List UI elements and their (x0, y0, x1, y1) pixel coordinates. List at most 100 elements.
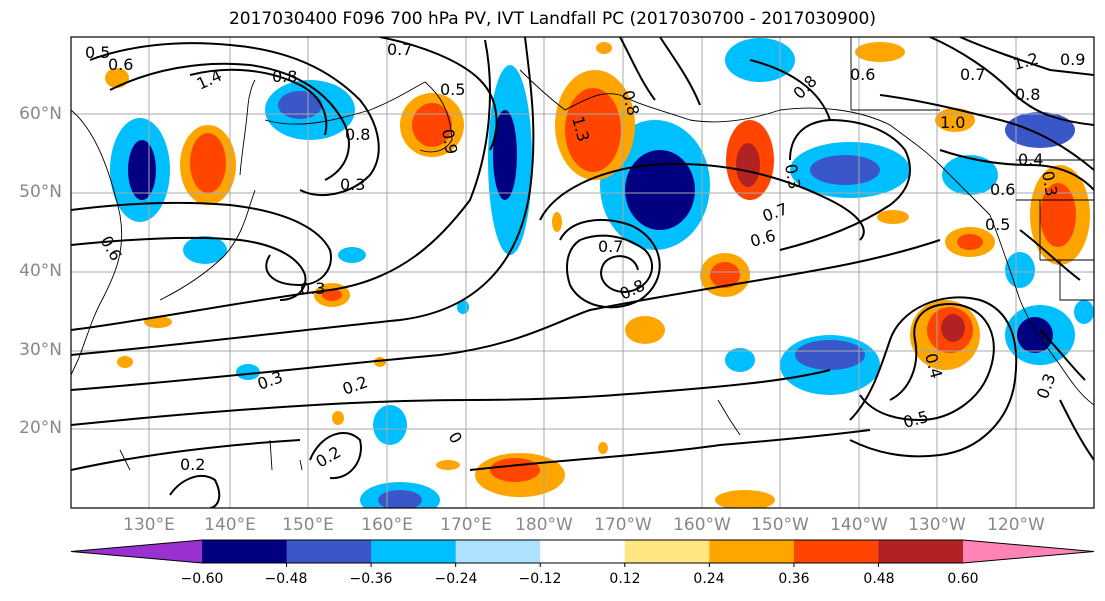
anomaly-blob (596, 42, 612, 54)
anomaly-blob (378, 490, 422, 508)
contour-label: 0.5 (440, 80, 465, 99)
colorbar-extension-high (963, 540, 1094, 563)
anomaly-blob (117, 356, 133, 368)
contour-label: 0.8 (1015, 85, 1040, 104)
anomaly-blob (565, 88, 621, 172)
anomaly-blob (877, 210, 909, 224)
anomaly-blob (490, 458, 540, 482)
anomaly-blob (736, 143, 760, 187)
colorbar-segment (286, 540, 372, 563)
anomaly-blob (725, 348, 755, 372)
anomaly-blob (278, 91, 322, 119)
anomaly-blob (1005, 112, 1075, 148)
anomaly-blob (552, 212, 562, 232)
lon-label: 160°E (361, 515, 413, 535)
contour-label: 0.6 (850, 65, 875, 84)
lon-label: 120°W (987, 515, 1045, 535)
colorbar-segment (709, 540, 795, 563)
map-title: 2017030400 F096 700 hPa PV, IVT Landfall… (228, 9, 876, 29)
lat-label: 20°N (19, 418, 62, 438)
anomaly-blob (190, 133, 226, 193)
contour-label: 0.8 (345, 125, 370, 144)
colorbar-tick-label: −0.36 (349, 571, 393, 587)
anomaly-blob (493, 110, 517, 200)
lon-label: 130°E (123, 515, 175, 535)
anomaly-blob (332, 411, 344, 425)
lat-label: 30°N (19, 340, 62, 360)
colorbar-segment (793, 540, 879, 563)
lon-label: 180°W (515, 515, 573, 535)
anomaly-blob (322, 289, 342, 301)
contour-label: 0.5 (85, 43, 110, 62)
anomaly-blob (598, 442, 608, 454)
contour-label: 0.8 (272, 67, 297, 86)
colorbar-segment (540, 540, 626, 563)
contour-label: 1.0 (940, 113, 965, 132)
colorbar-tick-label: 0.36 (778, 571, 810, 587)
anomaly-blob (725, 38, 795, 82)
colorbar-segment (202, 540, 288, 563)
lat-label: 60°N (19, 104, 62, 124)
anomaly-blob (855, 42, 905, 62)
colorbar-tick-label: 0.12 (609, 571, 641, 587)
colorbar-tick-label: 0.48 (863, 571, 895, 587)
pv-contours (71, 37, 1094, 508)
contour-label: 0.2 (180, 455, 205, 474)
lon-label: 150°W (751, 515, 809, 535)
colorbar-tick-label: −0.48 (264, 571, 308, 587)
lon-label: 160°W (673, 515, 731, 535)
anomaly-blob (710, 262, 740, 288)
anomaly-blob (373, 405, 407, 445)
colorbar-tick-label: −0.24 (434, 571, 478, 587)
colorbar-segment (455, 540, 541, 563)
colorbar-tick-label: 0.60 (947, 571, 979, 587)
contour-label: 0.9 (1060, 50, 1085, 69)
shaded-anomaly-field (105, 38, 1094, 508)
lon-label: 140°E (204, 515, 256, 535)
colorbar-outline (70, 539, 1095, 564)
anomaly-blob (1017, 317, 1053, 353)
colorbar-segment (624, 540, 710, 563)
contour-label: 0.7 (598, 237, 623, 256)
lon-label: 170°E (440, 515, 492, 535)
anomaly-blob (625, 316, 665, 344)
contour-label: 0.6 (108, 55, 133, 74)
anomaly-blob (183, 236, 227, 264)
anomaly-blob (941, 314, 965, 342)
anomaly-blob (436, 460, 460, 470)
anomaly-blob (715, 490, 775, 508)
anomaly-blob (625, 150, 695, 230)
contour-label: 0.5 (985, 215, 1010, 234)
colorbar-extension-low (71, 540, 202, 563)
contour-label: 0.3 (1038, 169, 1061, 197)
anomaly-blob (236, 364, 260, 380)
lon-label: 170°W (594, 515, 652, 535)
contour-label: 0.7 (960, 65, 985, 84)
anomaly-blob (1074, 300, 1094, 324)
anomaly-blob (338, 247, 366, 263)
contour-label: 0.9 (438, 127, 461, 155)
lat-label: 40°N (19, 261, 62, 281)
coastlines (71, 37, 1094, 471)
anomaly-blob (942, 155, 998, 195)
anomaly-blob (128, 140, 156, 200)
lon-label: 140°W (830, 515, 888, 535)
colorbar-segment (371, 540, 457, 563)
colorbar-segment (878, 540, 964, 563)
colorbar (70, 539, 1095, 567)
contour-label: 0.4 (1018, 150, 1043, 169)
contour-label: 0.3 (300, 279, 325, 298)
anomaly-blob (810, 155, 880, 185)
colorbar-tick-label: 0.24 (693, 571, 725, 587)
contour-label: 0.3 (340, 175, 365, 194)
anomaly-blob (1040, 183, 1076, 247)
gridlines (71, 37, 1094, 508)
anomaly-blob (957, 234, 983, 250)
contour-label: 0.7 (387, 40, 412, 59)
colorbar-tick-label: −0.12 (518, 571, 562, 587)
contour-label: 0.6 (990, 180, 1015, 199)
lon-label: 150°E (282, 515, 334, 535)
positive-anomaly-blobs (105, 42, 1090, 508)
anomaly-blob (795, 340, 865, 370)
